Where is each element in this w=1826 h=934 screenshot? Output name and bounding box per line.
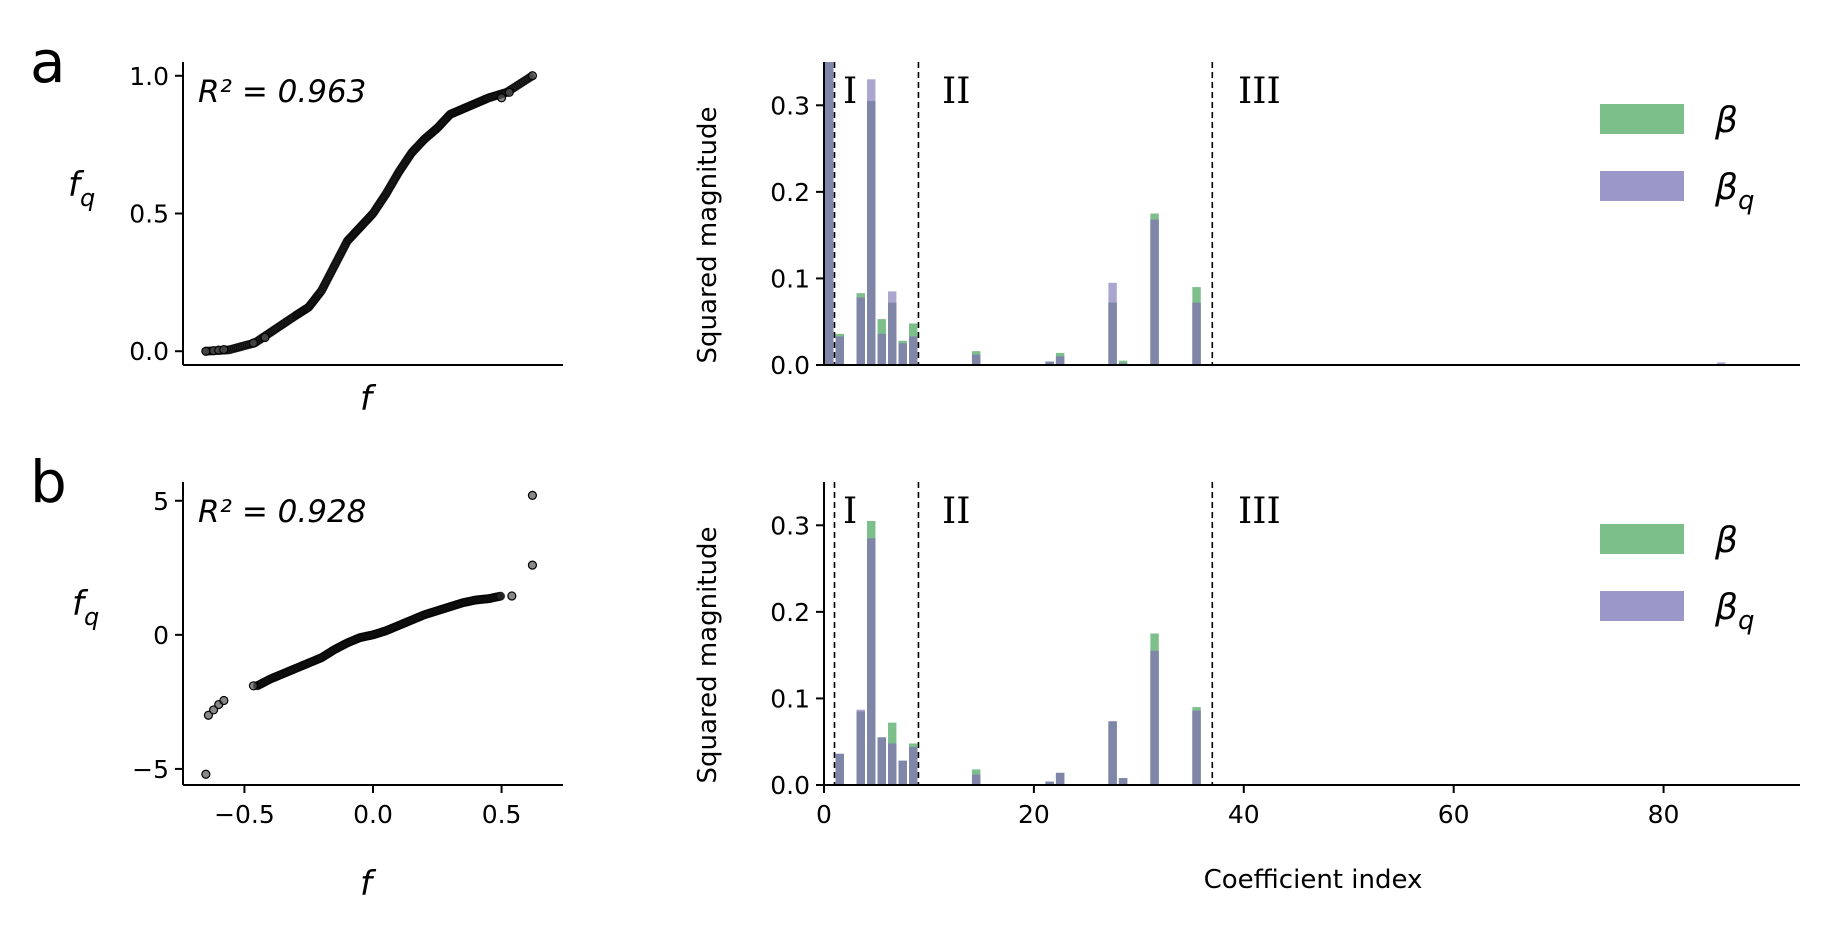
data-point [201,769,211,779]
bar-overlap [1118,778,1128,785]
bar-overlap [835,753,844,785]
bar-overlap [888,743,897,785]
r2-label-b: R² = 0.928 [198,494,366,530]
scatter-plot-a: 0.0 0.5 1.0 R² = 0.963 f fq [68,62,563,419]
y-axis-label-b: fq [72,584,99,631]
y-axis-label-a: fq [68,165,95,212]
bar-overlap [856,711,865,785]
data-point [248,681,259,691]
region-label-III-a: III [1238,71,1281,112]
y-tick-label: 0.0 [770,351,810,380]
bar-overlap [1045,781,1054,785]
bar-overlap [971,354,981,365]
data-point [219,344,229,355]
legend-label-beta-a: β [1714,100,1738,141]
y-tick-label: 5 [153,487,169,516]
bar-beta-q [1717,362,1726,365]
bar-overlap [888,302,897,365]
x-tick-label: 0 [816,800,832,829]
bar-overlap [1055,772,1065,785]
data-point [219,695,229,706]
y-tick-label: 0 [153,621,169,650]
y-axis-label-bars-a: Squared magnitude [693,107,723,364]
y-tick-label: 0.2 [770,598,810,627]
data-point [527,490,538,501]
region-label-III-b: III [1238,491,1281,532]
legend-label-beta-b: β [1714,520,1738,561]
bar-overlap [867,100,876,365]
region-label-II-a: II [942,71,970,112]
region-label-II-b: II [942,491,970,532]
region-label-I-a: I [843,71,857,112]
bar-overlap [898,760,907,785]
bar-overlap [1045,361,1054,365]
legend-swatch-beta-q-a [1600,171,1684,201]
y-tick-label: 1.0 [129,62,169,91]
y-tick-label: 0.1 [770,684,810,713]
y-tick-label: 0.3 [770,511,810,540]
legend-swatch-beta-b [1600,524,1684,554]
y-tick-label: 0.3 [770,91,810,120]
legend-swatch-beta-a [1600,104,1684,134]
data-point [504,87,514,97]
x-tick-label: 0.5 [482,800,522,829]
data-point [496,93,507,103]
legend-swatch-beta-q-b [1600,591,1684,621]
data-point [203,710,214,720]
y-tick-label: 0.5 [129,200,169,229]
bar-overlap [825,62,834,365]
x-tick-label: 80 [1648,800,1680,829]
region-label-I-b: I [843,491,857,532]
bar-overlap [909,746,918,785]
data-point [496,591,506,601]
bar-overlap [1108,721,1117,785]
panel-label-a: a [30,28,66,96]
data-point [208,705,219,715]
x-tick-label: 0.0 [353,800,393,829]
bar-chart-b: 0.00.10.20.30 20 40 60 80 Squared magnitude … [693,482,1800,895]
data-point [507,591,517,601]
legend-label-beta-q-a: βq [1714,167,1755,216]
bar-overlap [909,336,918,365]
data-point [248,338,259,348]
x-tick-label: 20 [1018,800,1050,829]
y-tick-label: 0.0 [129,337,169,366]
bar-overlap [1055,356,1065,365]
y-axis-label-bars-b: Squared magnitude [693,527,723,784]
x-tick-label: 40 [1228,800,1260,829]
x-axis-label-b: f [360,864,377,904]
bar-overlap [877,737,886,785]
y-tick-label: 0.2 [770,178,810,207]
y-tick-label: 0.0 [770,771,810,800]
bar-overlap [1150,219,1159,365]
scatter-plot-b: −5 0 5 −0.5 0.0 0.5 R² = 0.928 f fq [72,482,563,904]
bar-chart-a: 0.00.10.20.3 Squared magnitude I II III … [693,62,1800,380]
bar-overlap [867,538,876,785]
bar-overlap [898,343,907,365]
bar-overlap [877,333,886,365]
legend-label-beta-q-b: βq [1714,587,1755,636]
bar-overlap [1150,650,1159,785]
x-tick-label: 60 [1438,800,1470,829]
bar-overlap [856,297,865,365]
r2-label-a: R² = 0.963 [198,74,366,110]
y-tick-label: −5 [132,755,169,784]
x-axis-label-bars-b: Coefficient index [1204,865,1423,895]
panel-label-b: b [30,448,67,516]
bar-overlap [971,774,981,785]
data-point [201,346,211,356]
bar-overlap [1108,302,1117,365]
x-axis-label-a: f [360,379,377,419]
y-tick-label: 0.1 [770,264,810,293]
x-tick-label: −0.5 [214,800,275,829]
data-point [260,332,270,343]
data-point [527,560,538,570]
bar-beta [1118,360,1128,365]
bar-overlap [1192,710,1201,785]
bar-overlap [835,336,844,365]
data-point [527,71,538,81]
bar-overlap [1192,302,1201,365]
